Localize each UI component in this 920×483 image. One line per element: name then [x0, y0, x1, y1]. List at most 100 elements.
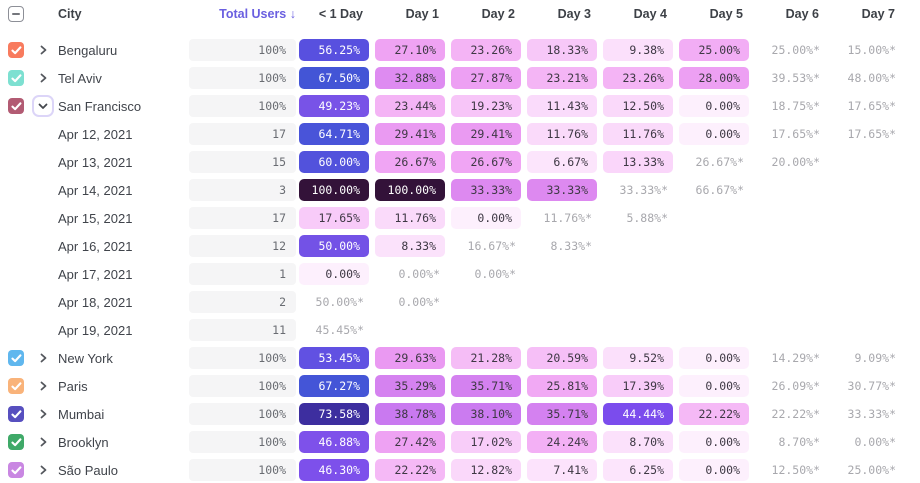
retention-cell[interactable]: 44.44%	[603, 403, 673, 425]
row-label: San Francisco	[58, 98, 142, 114]
retention-cell[interactable]: 9.52%	[603, 347, 673, 369]
column-header-day7[interactable]: Day 7	[861, 7, 895, 21]
retention-cell[interactable]: 35.71%	[527, 403, 597, 425]
retention-cell[interactable]: 23.26%	[451, 39, 521, 61]
retention-cell[interactable]: 13.33%	[603, 151, 673, 173]
retention-cell[interactable]: 50.00%	[299, 235, 369, 257]
retention-cell[interactable]: 22.22%	[679, 403, 749, 425]
total-users-value: 100%	[189, 347, 296, 369]
retention-cell[interactable]: 17.65%	[299, 207, 369, 229]
retention-cell[interactable]: 29.41%	[451, 123, 521, 145]
retention-cell[interactable]: 8.70%	[603, 431, 673, 453]
retention-cell[interactable]: 21.28%	[451, 347, 521, 369]
retention-cell[interactable]: 11.76%	[603, 123, 673, 145]
chevron-down-icon[interactable]	[32, 95, 54, 117]
retention-cell[interactable]: 73.58%	[299, 403, 369, 425]
retention-cell[interactable]: 32.88%	[375, 67, 445, 89]
retention-cell[interactable]: 0.00%	[679, 347, 749, 369]
retention-cell[interactable]: 56.25%	[299, 39, 369, 61]
chevron-right-icon[interactable]	[36, 463, 50, 477]
retention-cell[interactable]: 12.82%	[451, 459, 521, 481]
column-header-day4[interactable]: Day 4	[633, 7, 667, 21]
retention-cell[interactable]: 35.71%	[451, 375, 521, 397]
row-checkbox[interactable]	[8, 378, 24, 394]
retention-cell[interactable]: 11.76%	[375, 207, 445, 229]
retention-cell[interactable]: 0.00%	[451, 207, 521, 229]
column-header-day2[interactable]: Day 2	[481, 7, 515, 21]
retention-cell[interactable]: 0.00%	[679, 95, 749, 117]
retention-cell[interactable]: 23.44%	[375, 95, 445, 117]
row-checkbox[interactable]	[8, 70, 24, 86]
retention-cell[interactable]: 0.00%	[679, 459, 749, 481]
chevron-right-icon[interactable]	[36, 435, 50, 449]
retention-cell[interactable]: 6.25%	[603, 459, 673, 481]
retention-cell[interactable]: 9.38%	[603, 39, 673, 61]
retention-cell[interactable]: 17.02%	[451, 431, 521, 453]
retention-cell[interactable]: 67.50%	[299, 67, 369, 89]
column-header-city[interactable]: City	[58, 7, 82, 21]
retention-cell[interactable]: 53.45%	[299, 347, 369, 369]
retention-cell[interactable]: 0.00%	[679, 431, 749, 453]
retention-cell[interactable]: 28.00%	[679, 67, 749, 89]
retention-cell[interactable]: 12.50%	[603, 95, 673, 117]
retention-estimate-value: 0.00%*	[398, 267, 440, 281]
retention-cell[interactable]: 100.00%	[299, 179, 369, 201]
retention-cell[interactable]: 7.41%	[527, 459, 597, 481]
retention-cell[interactable]: 29.41%	[375, 123, 445, 145]
row-checkbox[interactable]	[8, 42, 24, 58]
retention-cell[interactable]: 46.30%	[299, 459, 369, 481]
retention-cell[interactable]: 38.10%	[451, 403, 521, 425]
retention-cell[interactable]: 19.23%	[451, 95, 521, 117]
column-header-day6[interactable]: Day 6	[785, 7, 819, 21]
retention-cell[interactable]: 18.33%	[527, 39, 597, 61]
row-checkbox[interactable]	[8, 462, 24, 478]
chevron-right-icon[interactable]	[36, 71, 50, 85]
retention-cell[interactable]: 29.63%	[375, 347, 445, 369]
retention-cell[interactable]: 27.42%	[375, 431, 445, 453]
retention-cell[interactable]: 24.24%	[527, 431, 597, 453]
retention-cell[interactable]: 22.22%	[375, 459, 445, 481]
retention-cell[interactable]: 35.29%	[375, 375, 445, 397]
retention-cell[interactable]: 67.27%	[299, 375, 369, 397]
retention-cell[interactable]: 64.71%	[299, 123, 369, 145]
retention-cell[interactable]: 17.39%	[603, 375, 673, 397]
column-header-day1[interactable]: Day 1	[405, 7, 439, 21]
retention-cell[interactable]: 27.10%	[375, 39, 445, 61]
retention-cell[interactable]: 46.88%	[299, 431, 369, 453]
column-header-lt1day[interactable]: < 1 Day	[318, 7, 363, 21]
chevron-right-icon[interactable]	[36, 407, 50, 421]
retention-cell[interactable]: 33.33%	[527, 179, 597, 201]
retention-cell[interactable]: 38.78%	[375, 403, 445, 425]
retention-cell[interactable]: 20.59%	[527, 347, 597, 369]
row-checkbox[interactable]	[8, 434, 24, 450]
retention-cell[interactable]: 0.00%	[299, 263, 369, 285]
retention-cell[interactable]: 8.33%	[375, 235, 445, 257]
retention-cell[interactable]: 25.00%	[679, 39, 749, 61]
chevron-right-icon[interactable]	[36, 379, 50, 393]
retention-cell[interactable]: 27.87%	[451, 67, 521, 89]
chevron-right-icon[interactable]	[36, 43, 50, 57]
column-header-day3[interactable]: Day 3	[557, 7, 591, 21]
retention-cell[interactable]: 6.67%	[527, 151, 597, 173]
retention-cell[interactable]: 25.81%	[527, 375, 597, 397]
retention-cell[interactable]: 33.33%	[451, 179, 521, 201]
retention-cell[interactable]: 49.23%	[299, 95, 369, 117]
retention-cell[interactable]: 23.21%	[527, 67, 597, 89]
row-checkbox[interactable]	[8, 350, 24, 366]
retention-cell[interactable]: 0.00%	[679, 375, 749, 397]
select-all-checkbox[interactable]	[8, 6, 24, 22]
chevron-right-icon[interactable]	[36, 351, 50, 365]
row-checkbox[interactable]	[8, 98, 24, 114]
retention-cell[interactable]: 0.00%	[679, 123, 749, 145]
retention-cell[interactable]: 26.67%	[451, 151, 521, 173]
retention-cell[interactable]: 26.67%	[375, 151, 445, 173]
retention-cell[interactable]: 23.26%	[603, 67, 673, 89]
retention-cell[interactable]: 60.00%	[299, 151, 369, 173]
column-header-day5[interactable]: Day 5	[709, 7, 743, 21]
row-checkbox[interactable]	[8, 406, 24, 422]
column-header-total-users[interactable]: Total Users ↓	[188, 7, 296, 21]
retention-cell[interactable]: 100.00%	[375, 179, 445, 201]
retention-cell[interactable]: 11.43%	[527, 95, 597, 117]
retention-cell[interactable]: 11.76%	[527, 123, 597, 145]
retention-estimate-value: 20.00%*	[771, 155, 820, 169]
